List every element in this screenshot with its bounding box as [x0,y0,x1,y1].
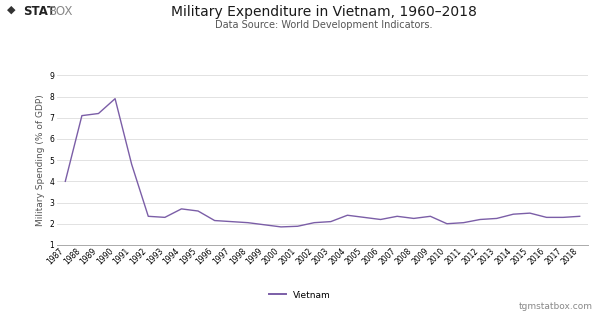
Y-axis label: Military Spending (% of GDP): Military Spending (% of GDP) [36,94,45,226]
Text: BOX: BOX [49,5,74,18]
Text: ◆: ◆ [7,5,16,15]
Text: Military Expenditure in Vietnam, 1960–2018: Military Expenditure in Vietnam, 1960–20… [171,5,477,19]
Text: STAT: STAT [23,5,55,18]
Legend: Vietnam: Vietnam [266,287,334,303]
Text: Data Source: World Development Indicators.: Data Source: World Development Indicator… [215,20,433,30]
Text: tgmstatbox.com: tgmstatbox.com [519,302,593,311]
